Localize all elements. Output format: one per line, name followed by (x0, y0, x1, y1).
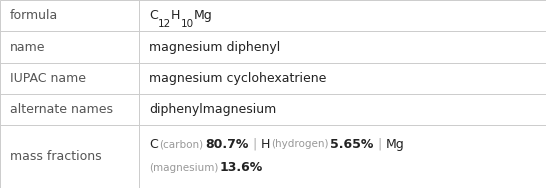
Text: (hydrogen): (hydrogen) (271, 139, 329, 149)
Text: 12: 12 (158, 19, 171, 29)
Text: H: H (171, 9, 180, 22)
Text: H: H (260, 138, 270, 151)
Text: Mg: Mg (386, 138, 405, 151)
Text: name: name (10, 40, 45, 54)
Text: alternate names: alternate names (10, 103, 113, 116)
Text: diphenylmagnesium: diphenylmagnesium (149, 103, 276, 116)
Text: IUPAC name: IUPAC name (10, 72, 86, 85)
Text: |: | (378, 138, 382, 151)
Text: 13.6%: 13.6% (220, 161, 263, 174)
Text: formula: formula (10, 9, 58, 22)
Text: C: C (149, 9, 158, 22)
Text: |: | (252, 138, 257, 151)
Text: C: C (149, 138, 158, 151)
Text: 5.65%: 5.65% (330, 138, 374, 151)
Text: 10: 10 (180, 19, 194, 29)
Text: magnesium cyclohexatriene: magnesium cyclohexatriene (149, 72, 327, 85)
Text: Mg: Mg (194, 9, 212, 22)
Text: magnesium diphenyl: magnesium diphenyl (149, 40, 280, 54)
Text: 80.7%: 80.7% (205, 138, 248, 151)
Text: (magnesium): (magnesium) (149, 163, 218, 173)
Text: mass fractions: mass fractions (10, 150, 102, 163)
Text: (carbon): (carbon) (159, 139, 204, 149)
